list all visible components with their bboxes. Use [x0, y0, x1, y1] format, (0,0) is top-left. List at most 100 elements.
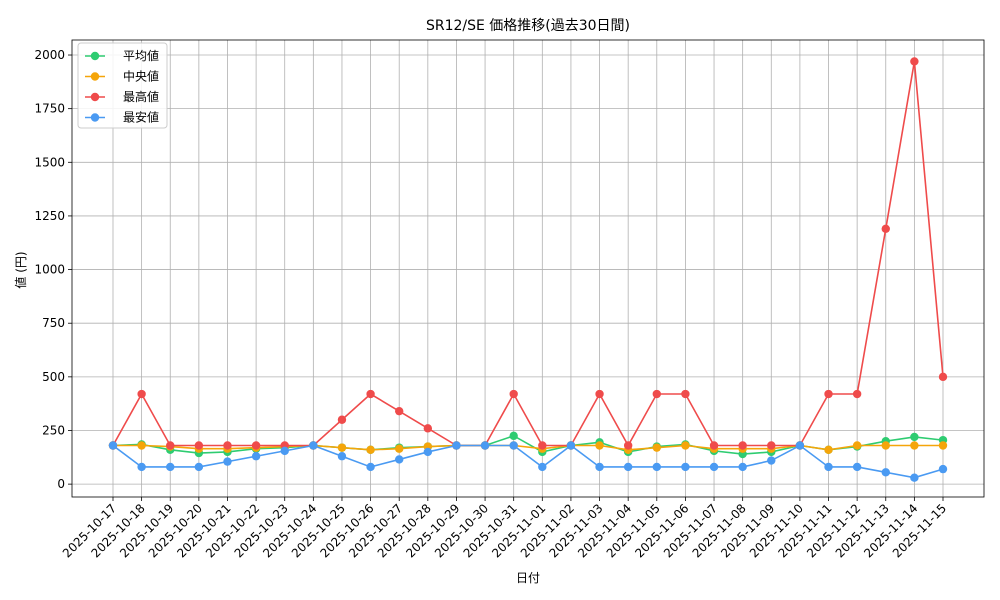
- legend-marker: [90, 92, 100, 102]
- data-point: [595, 441, 604, 450]
- data-point: [423, 424, 433, 433]
- data-point: [509, 431, 518, 441]
- y-tick-label: 1000: [34, 263, 65, 277]
- y-tick-label: 2000: [34, 48, 65, 62]
- data-point: [881, 224, 890, 234]
- data-point: [910, 57, 919, 66]
- legend-item: 平均値: [85, 48, 159, 63]
- data-point: [767, 456, 776, 465]
- data-point: [566, 441, 576, 450]
- data-point: [910, 473, 919, 482]
- data-point: [280, 446, 289, 456]
- data-point: [652, 462, 661, 472]
- data-point: [623, 441, 633, 450]
- y-tick-label: 750: [42, 316, 65, 330]
- legend-marker: [90, 51, 100, 61]
- data-point: [938, 464, 948, 474]
- data-point: [595, 389, 604, 399]
- legend-item: 最高値: [85, 89, 159, 104]
- data-point: [108, 441, 118, 450]
- legend-label: 最高値: [123, 89, 159, 104]
- data-point: [538, 441, 547, 450]
- data-point: [681, 462, 690, 472]
- y-tick-label: 1250: [34, 209, 65, 223]
- data-point: [366, 445, 375, 454]
- data-point: [709, 462, 719, 472]
- y-tick-label: 0: [57, 477, 65, 491]
- data-point: [910, 441, 919, 450]
- data-point: [910, 432, 919, 442]
- data-point: [223, 441, 232, 450]
- data-point: [395, 444, 404, 453]
- data-point: [509, 389, 518, 399]
- data-point: [881, 468, 890, 477]
- y-axis-title: 値 (円): [13, 251, 28, 288]
- data-point: [852, 441, 862, 450]
- data-point: [938, 441, 948, 450]
- data-point: [366, 389, 375, 399]
- data-point: [194, 462, 204, 472]
- y-tick-label: 250: [42, 423, 65, 437]
- data-point: [366, 462, 375, 472]
- data-point: [681, 389, 690, 399]
- legend-item: 最安値: [85, 110, 159, 125]
- y-tick-label: 1750: [34, 102, 65, 116]
- y-tick-label: 1500: [34, 155, 65, 169]
- legend-item: 中央値: [85, 69, 159, 84]
- data-point: [652, 389, 661, 399]
- y-tick-label: 500: [42, 370, 65, 384]
- legend-box: [77, 42, 168, 129]
- data-point: [423, 447, 433, 457]
- data-point: [824, 445, 833, 454]
- series-line: [113, 444, 943, 451]
- series-line: [112, 61, 944, 448]
- chart-title: SR12/SE 価格推移(過去30日間): [426, 18, 630, 34]
- legend-marker: [90, 113, 100, 122]
- data-point: [824, 389, 833, 399]
- data-point: [137, 389, 146, 399]
- legend-label: 平均値: [123, 48, 159, 63]
- data-point: [251, 441, 261, 450]
- data-point: [881, 441, 890, 450]
- data-point: [337, 415, 347, 424]
- data-point: [738, 462, 747, 472]
- data-point: [251, 452, 261, 461]
- data-point: [538, 462, 547, 472]
- series-line: [112, 444, 944, 479]
- x-axis-title: 日付: [516, 571, 540, 585]
- legend-label: 中央値: [123, 69, 159, 84]
- data-point: [824, 462, 833, 472]
- plot-frame: [71, 39, 985, 498]
- series-最安値: [108, 441, 948, 482]
- data-point: [137, 462, 146, 472]
- grid-lines: [72, 40, 984, 497]
- data-point: [852, 389, 862, 399]
- data-point: [795, 441, 805, 450]
- data-point: [480, 441, 490, 450]
- data-point: [738, 441, 747, 450]
- data-point: [166, 462, 175, 472]
- data-point: [595, 462, 604, 472]
- data-point: [194, 441, 204, 450]
- data-point: [395, 406, 404, 416]
- data-point: [137, 441, 146, 450]
- data-point: [767, 441, 776, 450]
- data-point: [623, 462, 633, 472]
- data-point: [223, 457, 232, 466]
- data-point: [337, 452, 347, 461]
- legend-marker: [90, 72, 100, 81]
- legend-label: 最安値: [123, 110, 159, 125]
- data-point: [938, 372, 948, 382]
- data-point: [852, 462, 862, 472]
- data-point: [681, 441, 690, 450]
- data-point: [509, 441, 518, 450]
- data-point: [309, 441, 318, 450]
- series-group: [108, 57, 948, 482]
- data-point: [166, 441, 175, 450]
- data-point: [652, 443, 661, 452]
- data-point: [337, 443, 347, 452]
- data-point: [452, 441, 461, 450]
